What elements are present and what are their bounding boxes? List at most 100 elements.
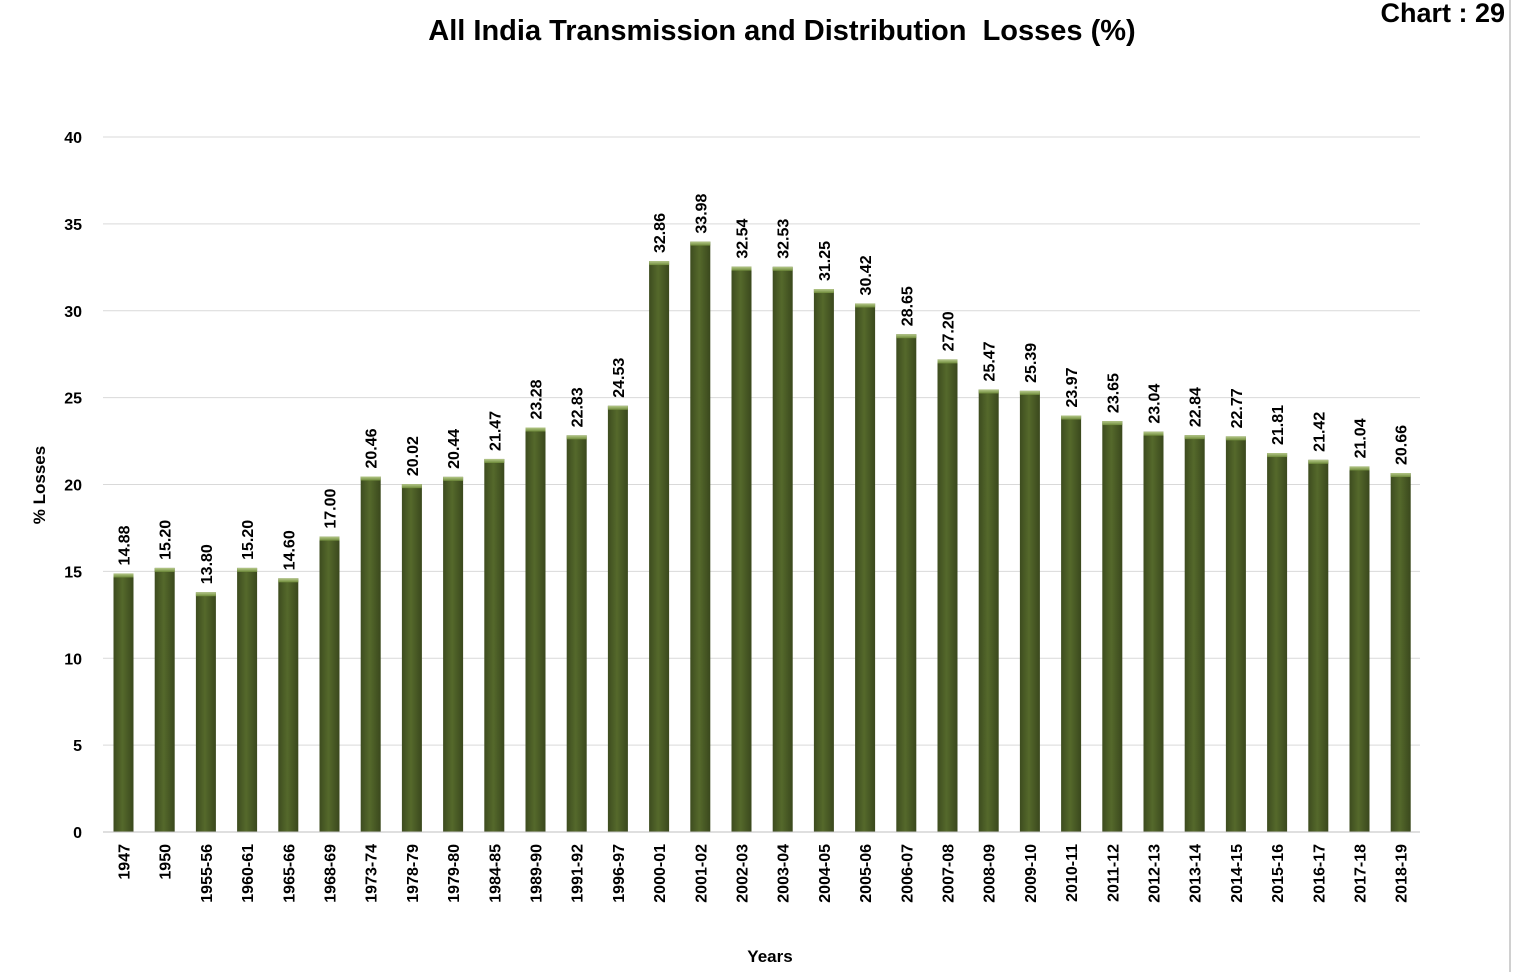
- bar: [401, 484, 422, 832]
- x-tick-label: 1947: [117, 844, 134, 880]
- bar-body: [195, 592, 216, 832]
- bar: [566, 435, 587, 832]
- bar: [360, 476, 381, 832]
- bar: [1349, 466, 1370, 832]
- bar-body: [1390, 473, 1411, 832]
- x-tick-label: 1965-66: [281, 844, 298, 903]
- data-label: 23.28: [529, 379, 546, 419]
- data-label: 30.42: [858, 255, 875, 295]
- data-label: 33.98: [693, 193, 710, 233]
- data-label: 21.47: [487, 411, 504, 451]
- data-label: 14.60: [281, 530, 298, 570]
- bar: [1184, 435, 1205, 832]
- data-label: 23.97: [1064, 367, 1081, 407]
- x-tick-label: 2010-11: [1064, 844, 1081, 902]
- chart-number: Chart : 29: [1380, 0, 1505, 28]
- bar-cap: [1267, 453, 1288, 458]
- y-tick-label: 20: [64, 478, 82, 495]
- data-label: 20.44: [446, 429, 463, 469]
- x-tick-label: 2005-06: [858, 844, 875, 903]
- bar-cap: [237, 567, 258, 572]
- data-label: 15.20: [240, 520, 257, 560]
- data-label: 23.04: [1147, 384, 1164, 424]
- bar: [896, 334, 917, 832]
- bar-body: [1349, 466, 1370, 832]
- bar: [113, 573, 134, 832]
- bar: [237, 567, 258, 832]
- data-label: 21.04: [1353, 418, 1370, 458]
- bar-cap: [525, 427, 546, 432]
- bar-cap: [607, 405, 628, 410]
- bar-body: [113, 573, 134, 832]
- bar: [1390, 473, 1411, 832]
- bar-cap: [1349, 466, 1370, 471]
- x-tick-label: 1950: [158, 844, 175, 880]
- bar-cap: [278, 578, 299, 583]
- bar: [937, 359, 958, 832]
- x-tick-label: 1968-69: [323, 844, 340, 903]
- y-tick-label: 30: [64, 304, 82, 321]
- bar: [1308, 459, 1329, 832]
- bar: [1143, 431, 1164, 832]
- bar: [484, 458, 505, 832]
- bar: [319, 536, 340, 832]
- bar-cap: [1102, 421, 1123, 426]
- bar-body: [319, 536, 340, 832]
- bar-body: [731, 266, 752, 832]
- bar-cap: [1019, 390, 1040, 395]
- bar-cap: [855, 303, 876, 308]
- bar-body: [484, 458, 505, 832]
- bar-cap: [566, 435, 587, 440]
- bar-cap: [1184, 435, 1205, 440]
- data-label: 21.42: [1311, 412, 1328, 452]
- bar-body: [401, 484, 422, 832]
- x-tick-label: 1996-97: [611, 844, 628, 903]
- bar-cap: [896, 334, 917, 339]
- bar: [690, 241, 711, 832]
- bar-cap: [1308, 459, 1329, 464]
- data-label: 31.25: [817, 241, 834, 281]
- bar-body: [525, 427, 546, 832]
- bar-cap: [401, 484, 422, 489]
- x-tick-label: 2006-07: [899, 844, 916, 903]
- x-tick-label: 2016-17: [1311, 844, 1328, 903]
- x-tick-label: 2001-02: [693, 844, 710, 903]
- x-tick-label: 1979-80: [446, 844, 463, 903]
- data-label: 25.47: [982, 341, 999, 381]
- bar: [1019, 390, 1040, 832]
- bar: [154, 567, 175, 832]
- x-tick-label: 2013-14: [1188, 844, 1205, 903]
- bar-body: [813, 289, 834, 832]
- data-label: 17.00: [323, 488, 340, 528]
- x-tick-label: 2002-03: [735, 844, 752, 903]
- bar-cap: [978, 389, 999, 394]
- bar-body: [566, 435, 587, 832]
- bar-body: [154, 567, 175, 832]
- bar-body: [978, 389, 999, 832]
- bar-cap: [1390, 473, 1411, 478]
- y-axis-label: % Losses: [30, 446, 49, 524]
- bar: [772, 266, 793, 832]
- data-label: 14.88: [117, 525, 134, 565]
- data-label: 32.53: [776, 219, 793, 259]
- gridlines: [103, 136, 1420, 746]
- y-tick-label: 15: [64, 564, 82, 581]
- x-axis-categories: 1947 1950 1955-56 1960-61 1965-66 1968-69 1973…: [117, 844, 1411, 903]
- x-tick-label: 2008-09: [982, 844, 999, 903]
- bar-body: [855, 303, 876, 832]
- data-label: 21.81: [1270, 405, 1287, 445]
- data-label: 28.65: [899, 286, 916, 326]
- data-label: 15.20: [158, 520, 175, 560]
- bar-cap: [1061, 415, 1082, 420]
- bar-body: [278, 578, 299, 832]
- x-tick-label: 2011-12: [1105, 844, 1122, 902]
- bar: [1267, 453, 1288, 832]
- data-label: 20.46: [364, 428, 381, 468]
- x-axis-label: Years: [747, 947, 792, 966]
- bar: [443, 476, 464, 832]
- y-tick-label: 40: [64, 130, 82, 147]
- bar-body: [360, 476, 381, 832]
- bar: [607, 405, 628, 832]
- bar-body: [1102, 421, 1123, 832]
- bar: [813, 289, 834, 832]
